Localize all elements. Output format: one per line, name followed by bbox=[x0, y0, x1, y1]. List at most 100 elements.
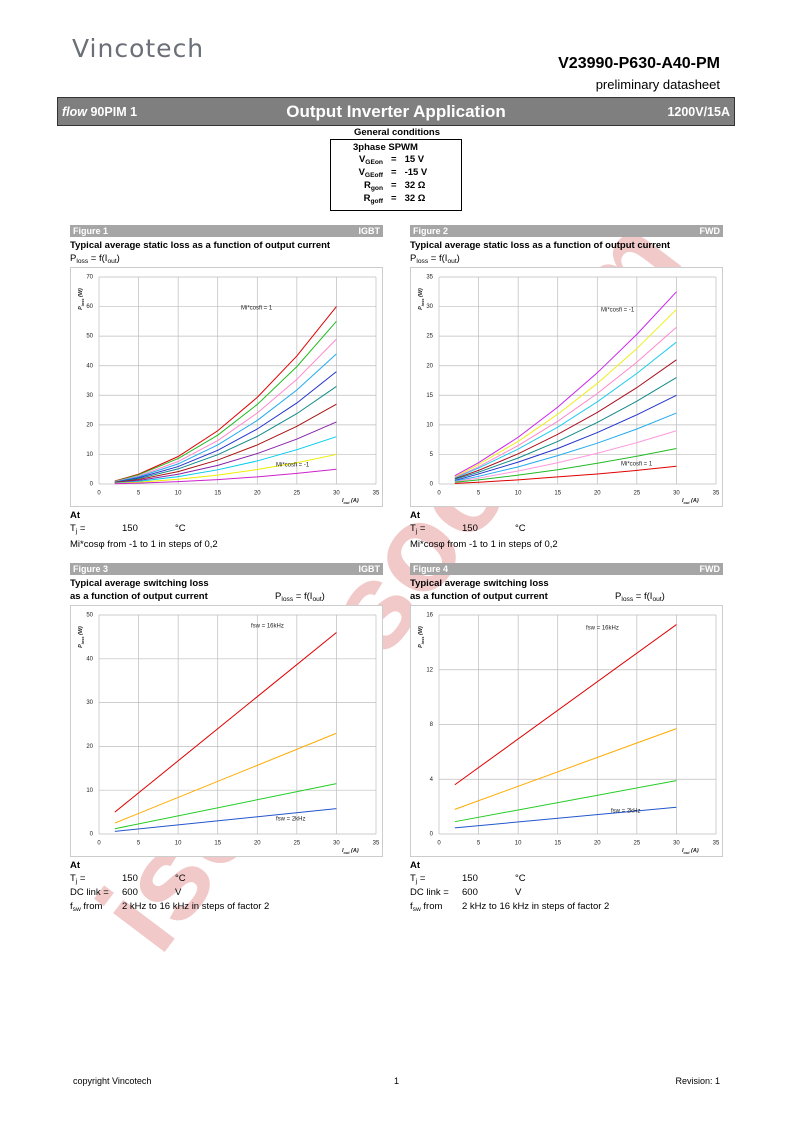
series-line bbox=[454, 309, 677, 478]
at-unit: °C bbox=[515, 523, 526, 534]
part-number: V23990-P630-A40-PM bbox=[558, 55, 720, 72]
figure: Figure 4 FWD Typical average switching los… bbox=[410, 563, 723, 914]
subscript: loss bbox=[281, 596, 294, 603]
y-tick-label: 16 bbox=[426, 613, 433, 619]
x-tick-label: 10 bbox=[175, 841, 182, 847]
at-value: 150 bbox=[462, 523, 478, 534]
series-line bbox=[114, 306, 337, 482]
figure-device: IGBT bbox=[358, 226, 381, 236]
text-part: (A) bbox=[690, 848, 699, 854]
figure-title-line: as a function of output current bbox=[410, 591, 548, 602]
at-value: 150 bbox=[122, 523, 138, 534]
figure: Figure 1 IGBT Typical average static loss … bbox=[70, 225, 383, 552]
x-tick-label: 30 bbox=[333, 491, 340, 497]
x-tick-label: 5 bbox=[477, 841, 481, 847]
x-axis-label: Iout (A) bbox=[682, 498, 699, 505]
x-tick-label: 15 bbox=[214, 841, 221, 847]
at-note: Mi*cosφ from -1 to 1 in steps of 0,2 bbox=[70, 539, 218, 550]
series-line bbox=[114, 321, 337, 482]
text-part: I bbox=[682, 498, 684, 504]
text-part: = bbox=[77, 873, 86, 884]
annotation: fsw = 16kHz bbox=[586, 626, 619, 632]
series-line bbox=[454, 341, 677, 479]
subscript: sw bbox=[412, 906, 421, 913]
text-part: I bbox=[342, 848, 344, 854]
at-label: Tj = bbox=[410, 872, 425, 886]
text-part: V bbox=[358, 167, 365, 178]
text-part: P bbox=[418, 306, 424, 310]
y-tick-label: 60 bbox=[86, 304, 93, 310]
at-row: Tj = 150 °C bbox=[410, 522, 723, 536]
condition-row: VGEon = 15 V bbox=[351, 153, 431, 166]
figure-header: Figure 3 IGBT bbox=[70, 563, 383, 575]
annotation: Mi*cosfi = 1 bbox=[241, 306, 273, 312]
text-part: DC link = bbox=[70, 887, 109, 898]
annotation: fsw = 2kHz bbox=[276, 817, 306, 823]
x-tick-label: 15 bbox=[554, 491, 561, 497]
series-line bbox=[454, 430, 677, 483]
series-line bbox=[114, 386, 337, 483]
x-tick-label: 5 bbox=[137, 491, 141, 497]
x-tick-label: 20 bbox=[594, 491, 601, 497]
x-tick-label: 5 bbox=[477, 491, 481, 497]
annotation: fsw = 2kHz bbox=[611, 809, 641, 815]
series-line bbox=[454, 394, 677, 481]
text-part: ) bbox=[456, 253, 460, 264]
x-tick-label: 35 bbox=[373, 491, 380, 497]
series-line bbox=[114, 421, 337, 484]
subscript: loss bbox=[81, 299, 85, 307]
y-tick-label: 30 bbox=[86, 393, 93, 399]
series-line bbox=[454, 359, 677, 480]
series-line bbox=[114, 353, 337, 483]
family-italic: flow bbox=[62, 105, 87, 119]
figure-header: Figure 2 FWD bbox=[410, 225, 723, 237]
x-tick-label: 35 bbox=[713, 841, 720, 847]
y-tick-label: 50 bbox=[86, 613, 93, 619]
series-line bbox=[114, 371, 337, 483]
text-part: ) bbox=[116, 253, 120, 264]
x-tick-label: 35 bbox=[713, 491, 720, 497]
figure-title: Typical average switching loss as a funct… bbox=[410, 577, 723, 603]
at-unit: °C bbox=[175, 873, 186, 884]
subscript: out bbox=[107, 258, 117, 265]
subscript: j bbox=[75, 878, 78, 885]
condition-eq: = bbox=[391, 193, 397, 204]
y-tick-label: 10 bbox=[86, 452, 93, 458]
x-tick-label: 20 bbox=[254, 841, 261, 847]
figure-title: Typical average switching loss as a funct… bbox=[70, 577, 383, 603]
condition-label: VGEoff bbox=[351, 166, 387, 179]
y-axis-label: Ploss (W) bbox=[418, 626, 425, 648]
text-part: P bbox=[78, 644, 84, 648]
at-title: At bbox=[410, 510, 421, 521]
condition-value: -15 V bbox=[404, 167, 428, 178]
subscript: out bbox=[684, 501, 691, 505]
at-label: fsw from bbox=[70, 900, 102, 914]
series-line bbox=[454, 377, 677, 480]
series-line bbox=[454, 448, 677, 483]
series-line bbox=[454, 624, 677, 786]
text-part: ) bbox=[321, 591, 325, 602]
text-part: f bbox=[70, 901, 73, 912]
at-label: fsw from bbox=[410, 900, 442, 914]
text-part: (A) bbox=[690, 498, 699, 504]
x-tick-label: 25 bbox=[294, 841, 301, 847]
formula: Ploss = f(Iout) bbox=[275, 590, 325, 603]
subscript: loss bbox=[421, 637, 425, 645]
series-line bbox=[114, 783, 337, 830]
subscript: j bbox=[415, 878, 418, 885]
annotation: fsw = 16kHz bbox=[251, 624, 284, 630]
y-axis-label: Ploss (W) bbox=[78, 288, 85, 310]
x-tick-label: 20 bbox=[594, 841, 601, 847]
at-row: DC link = 600 V bbox=[410, 886, 723, 900]
at-row: Tj = 150 °C bbox=[410, 872, 723, 886]
chart: 0 5 10 15 20 25 30 35 0 4 8 12 16 Ploss (W) Iout (A) fs… bbox=[410, 605, 723, 857]
y-tick-label: 0 bbox=[90, 832, 94, 838]
text-part: R bbox=[363, 193, 371, 204]
condition-label: VGEon bbox=[351, 153, 387, 166]
series-line bbox=[454, 806, 677, 829]
x-tick-label: 30 bbox=[333, 841, 340, 847]
y-tick-label: 10 bbox=[426, 422, 433, 428]
subscript: loss bbox=[76, 258, 89, 265]
at-label: Tj = bbox=[70, 872, 85, 886]
figure-title-line: Typical average static loss as a functio… bbox=[410, 240, 671, 251]
